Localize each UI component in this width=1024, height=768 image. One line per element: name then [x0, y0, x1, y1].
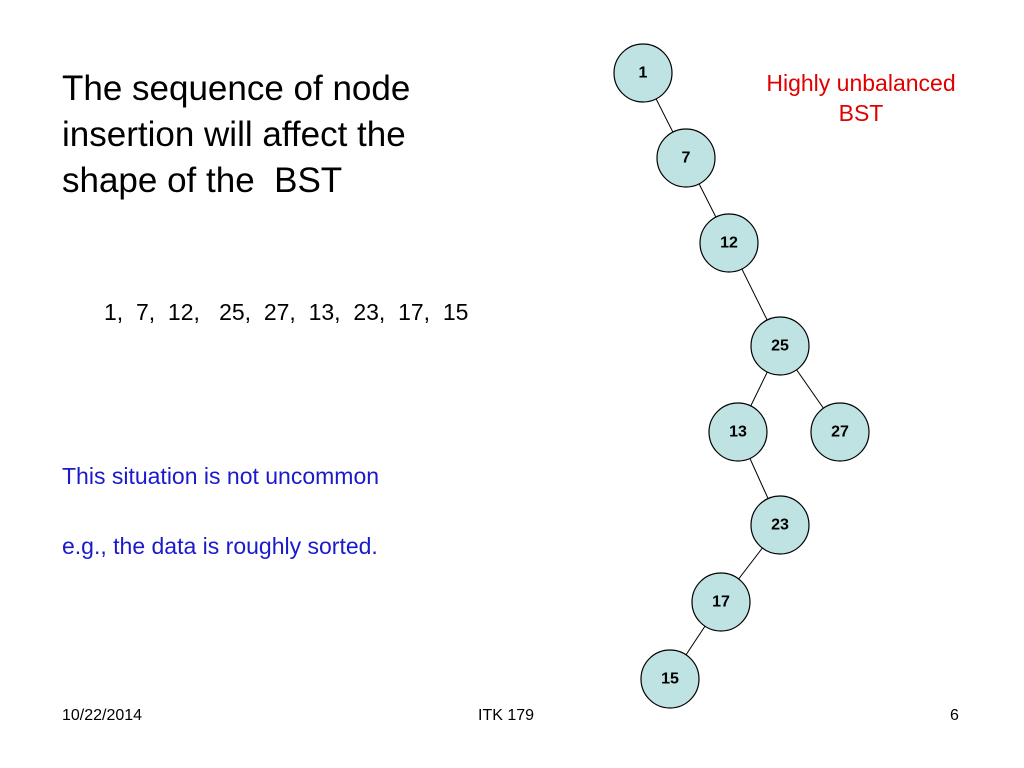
- node-17: 17: [691, 572, 751, 632]
- node-circle-12: [699, 213, 759, 273]
- node-label-25: 25: [771, 338, 789, 355]
- node-25: 25: [750, 316, 810, 376]
- node-15: 15: [640, 649, 700, 709]
- title-line-3: shape of the BST: [62, 161, 343, 200]
- slide-title: The sequence of node insertion will affe…: [62, 66, 502, 204]
- node-circle-23: [750, 495, 810, 555]
- node-label-12: 12: [720, 235, 738, 252]
- footer-date: 10/22/2014: [62, 707, 143, 724]
- title-line-1: The sequence of node: [62, 69, 411, 108]
- title-line-2: insertion will affect the: [62, 115, 406, 154]
- node-13: 13: [708, 402, 768, 462]
- node-circle-1: [613, 43, 673, 103]
- node-1: 1: [613, 43, 673, 103]
- node-circle-15: [640, 649, 700, 709]
- unbalanced-label-line-2: BST: [838, 100, 884, 126]
- node-label-17: 17: [712, 594, 730, 611]
- footer-course: ITK 179: [478, 707, 535, 724]
- node-7: 7: [656, 128, 716, 188]
- node-label-7: 7: [682, 150, 691, 167]
- node-23: 23: [750, 495, 810, 555]
- node-circle-7: [656, 128, 716, 188]
- unbalanced-label-line-1: Highly unbalanced: [766, 70, 956, 96]
- node-circle-17: [691, 572, 751, 632]
- unbalanced-bst-label: Highly unbalanced BST: [735, 68, 987, 128]
- node-label-13: 13: [729, 424, 747, 441]
- note-uncommon: This situation is not uncommon: [62, 463, 380, 489]
- insertion-sequence: 1, 7, 12, 25, 27, 13, 23, 17, 15: [104, 299, 469, 325]
- node-27: 27: [810, 402, 870, 462]
- node-circle-27: [810, 402, 870, 462]
- node-label-1: 1: [639, 65, 648, 82]
- node-label-15: 15: [661, 671, 679, 688]
- node-12: 12: [699, 213, 759, 273]
- node-label-23: 23: [771, 517, 789, 534]
- note-example: e.g., the data is roughly sorted.: [62, 533, 378, 559]
- node-label-27: 27: [831, 424, 849, 441]
- footer-page-number: 6: [950, 707, 959, 724]
- node-circle-13: [708, 402, 768, 462]
- node-circle-25: [750, 316, 810, 376]
